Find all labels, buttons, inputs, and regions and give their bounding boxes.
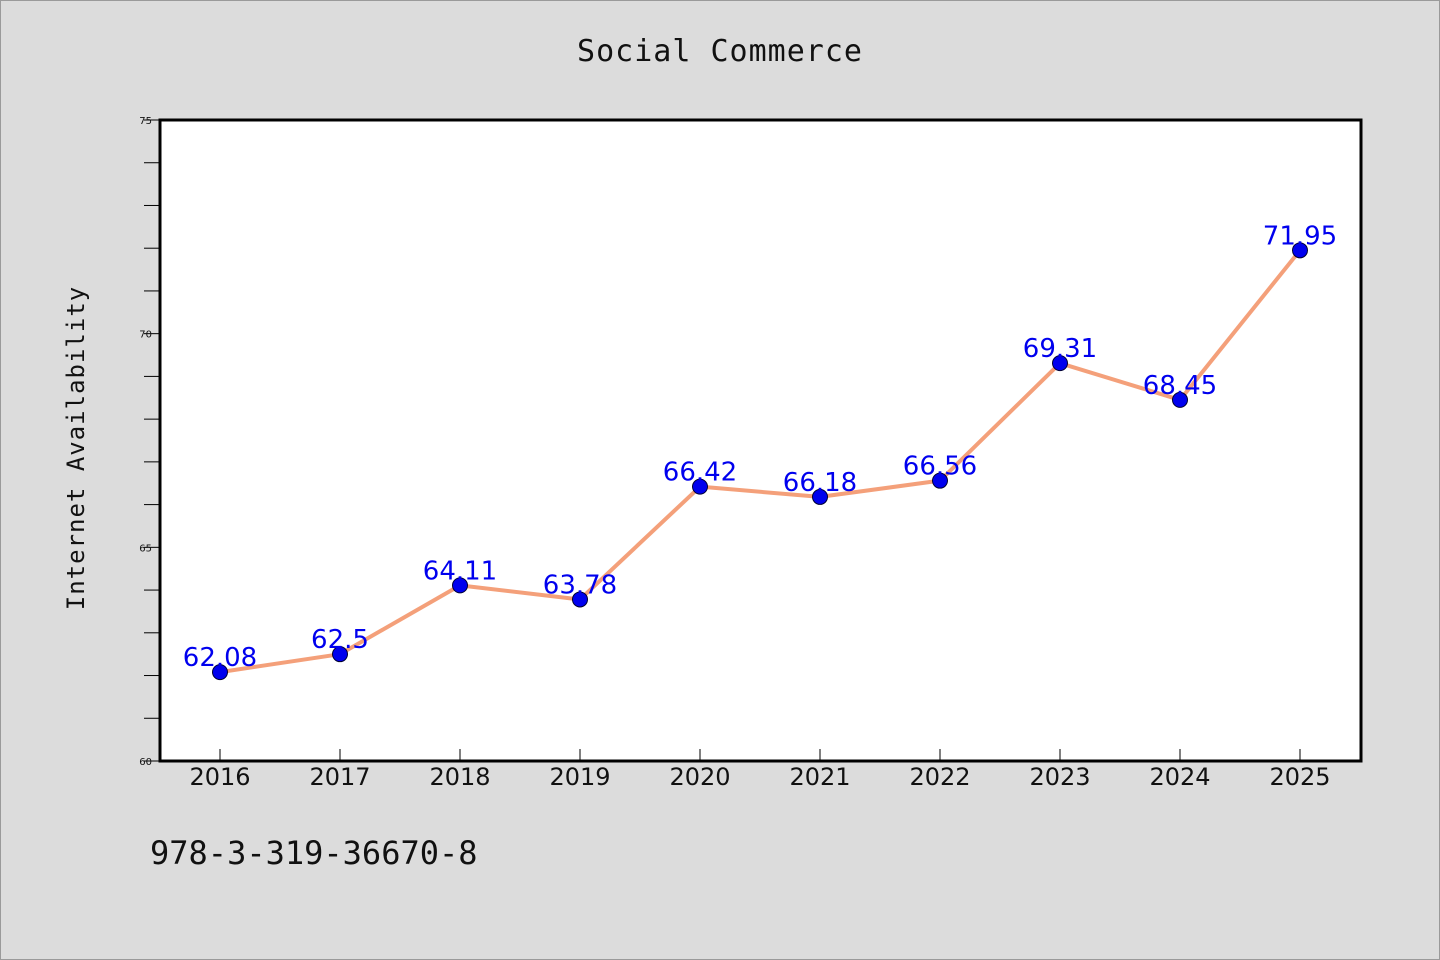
y-tick-label: 70 (139, 330, 152, 341)
data-point (1172, 391, 1188, 408)
isbn-footer: 978-3-319-36670-8 (150, 834, 478, 872)
y-tick-label: 60 (139, 757, 152, 768)
y-minor-ticks (144, 162, 160, 719)
data-label: 66.56 (903, 452, 977, 482)
chart-title: Social Commerce (577, 34, 863, 69)
data-label: 63.78 (543, 570, 617, 600)
x-tick-label: 2022 (909, 763, 970, 791)
data-point (1052, 355, 1068, 372)
series-line (218, 248, 1302, 675)
data-label: 66.18 (783, 468, 857, 498)
data-point (572, 591, 588, 608)
data-point (212, 664, 228, 681)
data-label: 69.31 (1023, 334, 1097, 364)
data-point (452, 577, 468, 594)
x-tick-label: 2019 (549, 763, 610, 791)
x-tick-label: 2024 (1149, 763, 1210, 791)
x-tick-label: 2020 (669, 763, 730, 791)
data-label: 62.08 (183, 643, 257, 673)
x-tick-label: 2025 (1269, 763, 1330, 791)
data-point (932, 472, 948, 489)
data-label: 62.5 (311, 625, 369, 655)
data-point (812, 488, 828, 505)
data-label: 66.42 (663, 458, 737, 488)
series-group (218, 248, 1302, 675)
x-tick-label: 2016 (189, 763, 250, 791)
data-point (332, 646, 348, 663)
x-tick-label: 2018 (429, 763, 490, 791)
markers-group (212, 242, 1308, 681)
data-label: 71.95 (1263, 221, 1337, 251)
y-major-ticks: 60 65 70 75 (139, 116, 160, 768)
x-tick-label: 2023 (1029, 763, 1090, 791)
data-point (1292, 242, 1308, 259)
plot-area (160, 120, 1361, 761)
x-tick-label: 2017 (309, 763, 370, 791)
data-label: 64.11 (423, 556, 497, 586)
y-tick-label: 75 (139, 116, 152, 127)
data-labels-group: 62.08 62.5 64.11 63.78 66.42 66.18 66.56 69.31 6… (183, 221, 1337, 673)
plot-frame (158, 118, 1363, 763)
data-label: 68.45 (1143, 371, 1217, 401)
x-ticks: 2016 2017 2018 2019 2020 2021 2022 2023 2024 2025 (189, 749, 1331, 791)
y-tick-label: 65 (139, 543, 152, 554)
data-point (692, 478, 708, 495)
x-tick-label: 2021 (789, 763, 850, 791)
